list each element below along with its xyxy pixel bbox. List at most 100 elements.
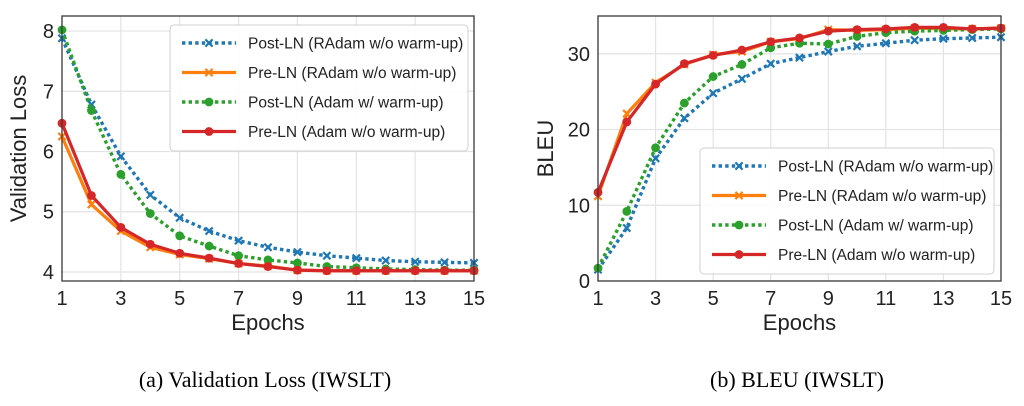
data-point	[410, 266, 420, 276]
data-point	[766, 59, 776, 69]
data-point	[263, 255, 273, 265]
data-point	[263, 242, 273, 252]
data-point	[823, 39, 833, 49]
legend-label: Pre-LN (Adam w/o warm-up)	[778, 247, 975, 264]
data-point	[737, 60, 747, 69]
legend-entry: Pre-LN (Adam w/o warm-up)	[712, 247, 975, 264]
legend-marker	[734, 220, 744, 230]
legend-label: Post-LN (Adam w/ warm-up)	[248, 95, 444, 112]
plot-frame	[61, 15, 475, 282]
y-tick-label: 20	[568, 120, 590, 142]
legend-entry: Post-LN (RAdam w/o warm-up)	[712, 159, 993, 176]
data-point	[823, 26, 833, 36]
data-point	[622, 223, 632, 233]
data-point	[622, 109, 632, 119]
data-point	[145, 209, 155, 218]
x-tick-label: 3	[650, 288, 661, 310]
data-point	[87, 191, 96, 200]
legend-marker	[734, 250, 744, 259]
data-point	[116, 151, 126, 161]
x-tick-label: 15	[463, 288, 485, 310]
data-point	[175, 248, 185, 258]
data-point	[116, 169, 126, 179]
data-point	[708, 72, 718, 81]
data-point	[175, 213, 185, 223]
data-point	[234, 251, 243, 261]
data-point	[293, 247, 302, 257]
legend-label: Post-LN (RAdam w/o warm-up)	[778, 159, 993, 176]
data-point	[87, 200, 96, 209]
data-point	[116, 222, 126, 232]
series-pre-ln-adam-w-o-warm-up-	[57, 118, 479, 276]
data-point	[145, 239, 155, 249]
data-point	[823, 47, 833, 56]
series-post-ln-radam-w-o-warm-up-	[593, 32, 1006, 275]
y-axis-label: BLEU	[533, 120, 558, 177]
x-tick-label: 11	[346, 288, 367, 310]
data-point	[737, 74, 747, 84]
data-point	[322, 251, 332, 261]
data-point	[381, 266, 391, 276]
data-point	[852, 41, 862, 51]
y-tick-label: 8	[43, 21, 54, 43]
legend: Post-LN (RAdam w/o warm-up) Pre-LN (RAdam…	[169, 24, 469, 152]
x-tick-label: 1	[592, 288, 603, 310]
legend-marker	[734, 161, 744, 171]
data-point	[708, 50, 718, 60]
legend-entry: Post-LN (Adam w/ warm-up)	[712, 218, 974, 235]
data-point	[881, 38, 891, 48]
data-point	[234, 236, 243, 246]
legend-entry: Pre-LN (Adam w/o warm-up)	[182, 124, 445, 141]
legend-label: Pre-LN (Adam w/o warm-up)	[248, 124, 445, 141]
data-point	[204, 226, 214, 236]
data-point	[795, 53, 804, 63]
data-point	[679, 113, 689, 123]
data-point	[351, 253, 361, 263]
y-tick-label: 7	[43, 81, 54, 103]
legend-entry: Post-LN (RAdam w/o warm-up)	[182, 36, 463, 53]
y-axis-label: Validation Loss	[6, 75, 31, 223]
data-point	[766, 37, 776, 47]
series-line	[596, 35, 1002, 271]
data-point	[766, 43, 776, 53]
data-point	[852, 25, 862, 35]
data-point	[622, 206, 632, 216]
legend-entry: Pre-LN (RAdam w/o warm-up)	[182, 65, 456, 82]
data-point	[967, 33, 977, 43]
legend-box	[699, 147, 995, 275]
legend-box	[169, 24, 469, 152]
y-tick-label: 6	[43, 142, 54, 164]
data-point	[679, 98, 689, 108]
legend-marker	[204, 38, 214, 48]
data-point	[679, 59, 689, 69]
data-point	[881, 24, 891, 34]
y-tick-label: 30	[568, 44, 590, 66]
data-point	[410, 257, 420, 267]
legend-label: Post-LN (Adam w/ warm-up)	[778, 218, 974, 235]
x-axis-label: Epochs	[763, 310, 836, 335]
legend-label: Pre-LN (RAdam w/o warm-up)	[778, 188, 986, 205]
x-tick-label: 7	[765, 288, 776, 310]
data-point	[651, 153, 660, 163]
data-point	[910, 22, 920, 32]
data-point	[175, 231, 185, 241]
x-tick-label: 5	[174, 288, 185, 310]
data-point	[263, 262, 273, 271]
data-point	[910, 35, 920, 45]
legend-entry: Pre-LN (RAdam w/o warm-up)	[712, 188, 986, 205]
plot-frame	[597, 15, 1002, 282]
data-point	[234, 259, 243, 268]
data-point	[708, 88, 718, 98]
series-post-ln-radam-w-o-warm-up-	[57, 33, 479, 268]
data-point	[293, 258, 302, 268]
data-point	[622, 117, 632, 127]
x-tick-label: 5	[708, 288, 719, 310]
x-tick-label: 7	[233, 288, 244, 310]
legend-marker	[204, 127, 214, 136]
x-tick-label: 1	[56, 288, 67, 310]
data-point	[651, 79, 660, 89]
data-point	[967, 24, 977, 34]
legend-marker	[204, 68, 214, 77]
